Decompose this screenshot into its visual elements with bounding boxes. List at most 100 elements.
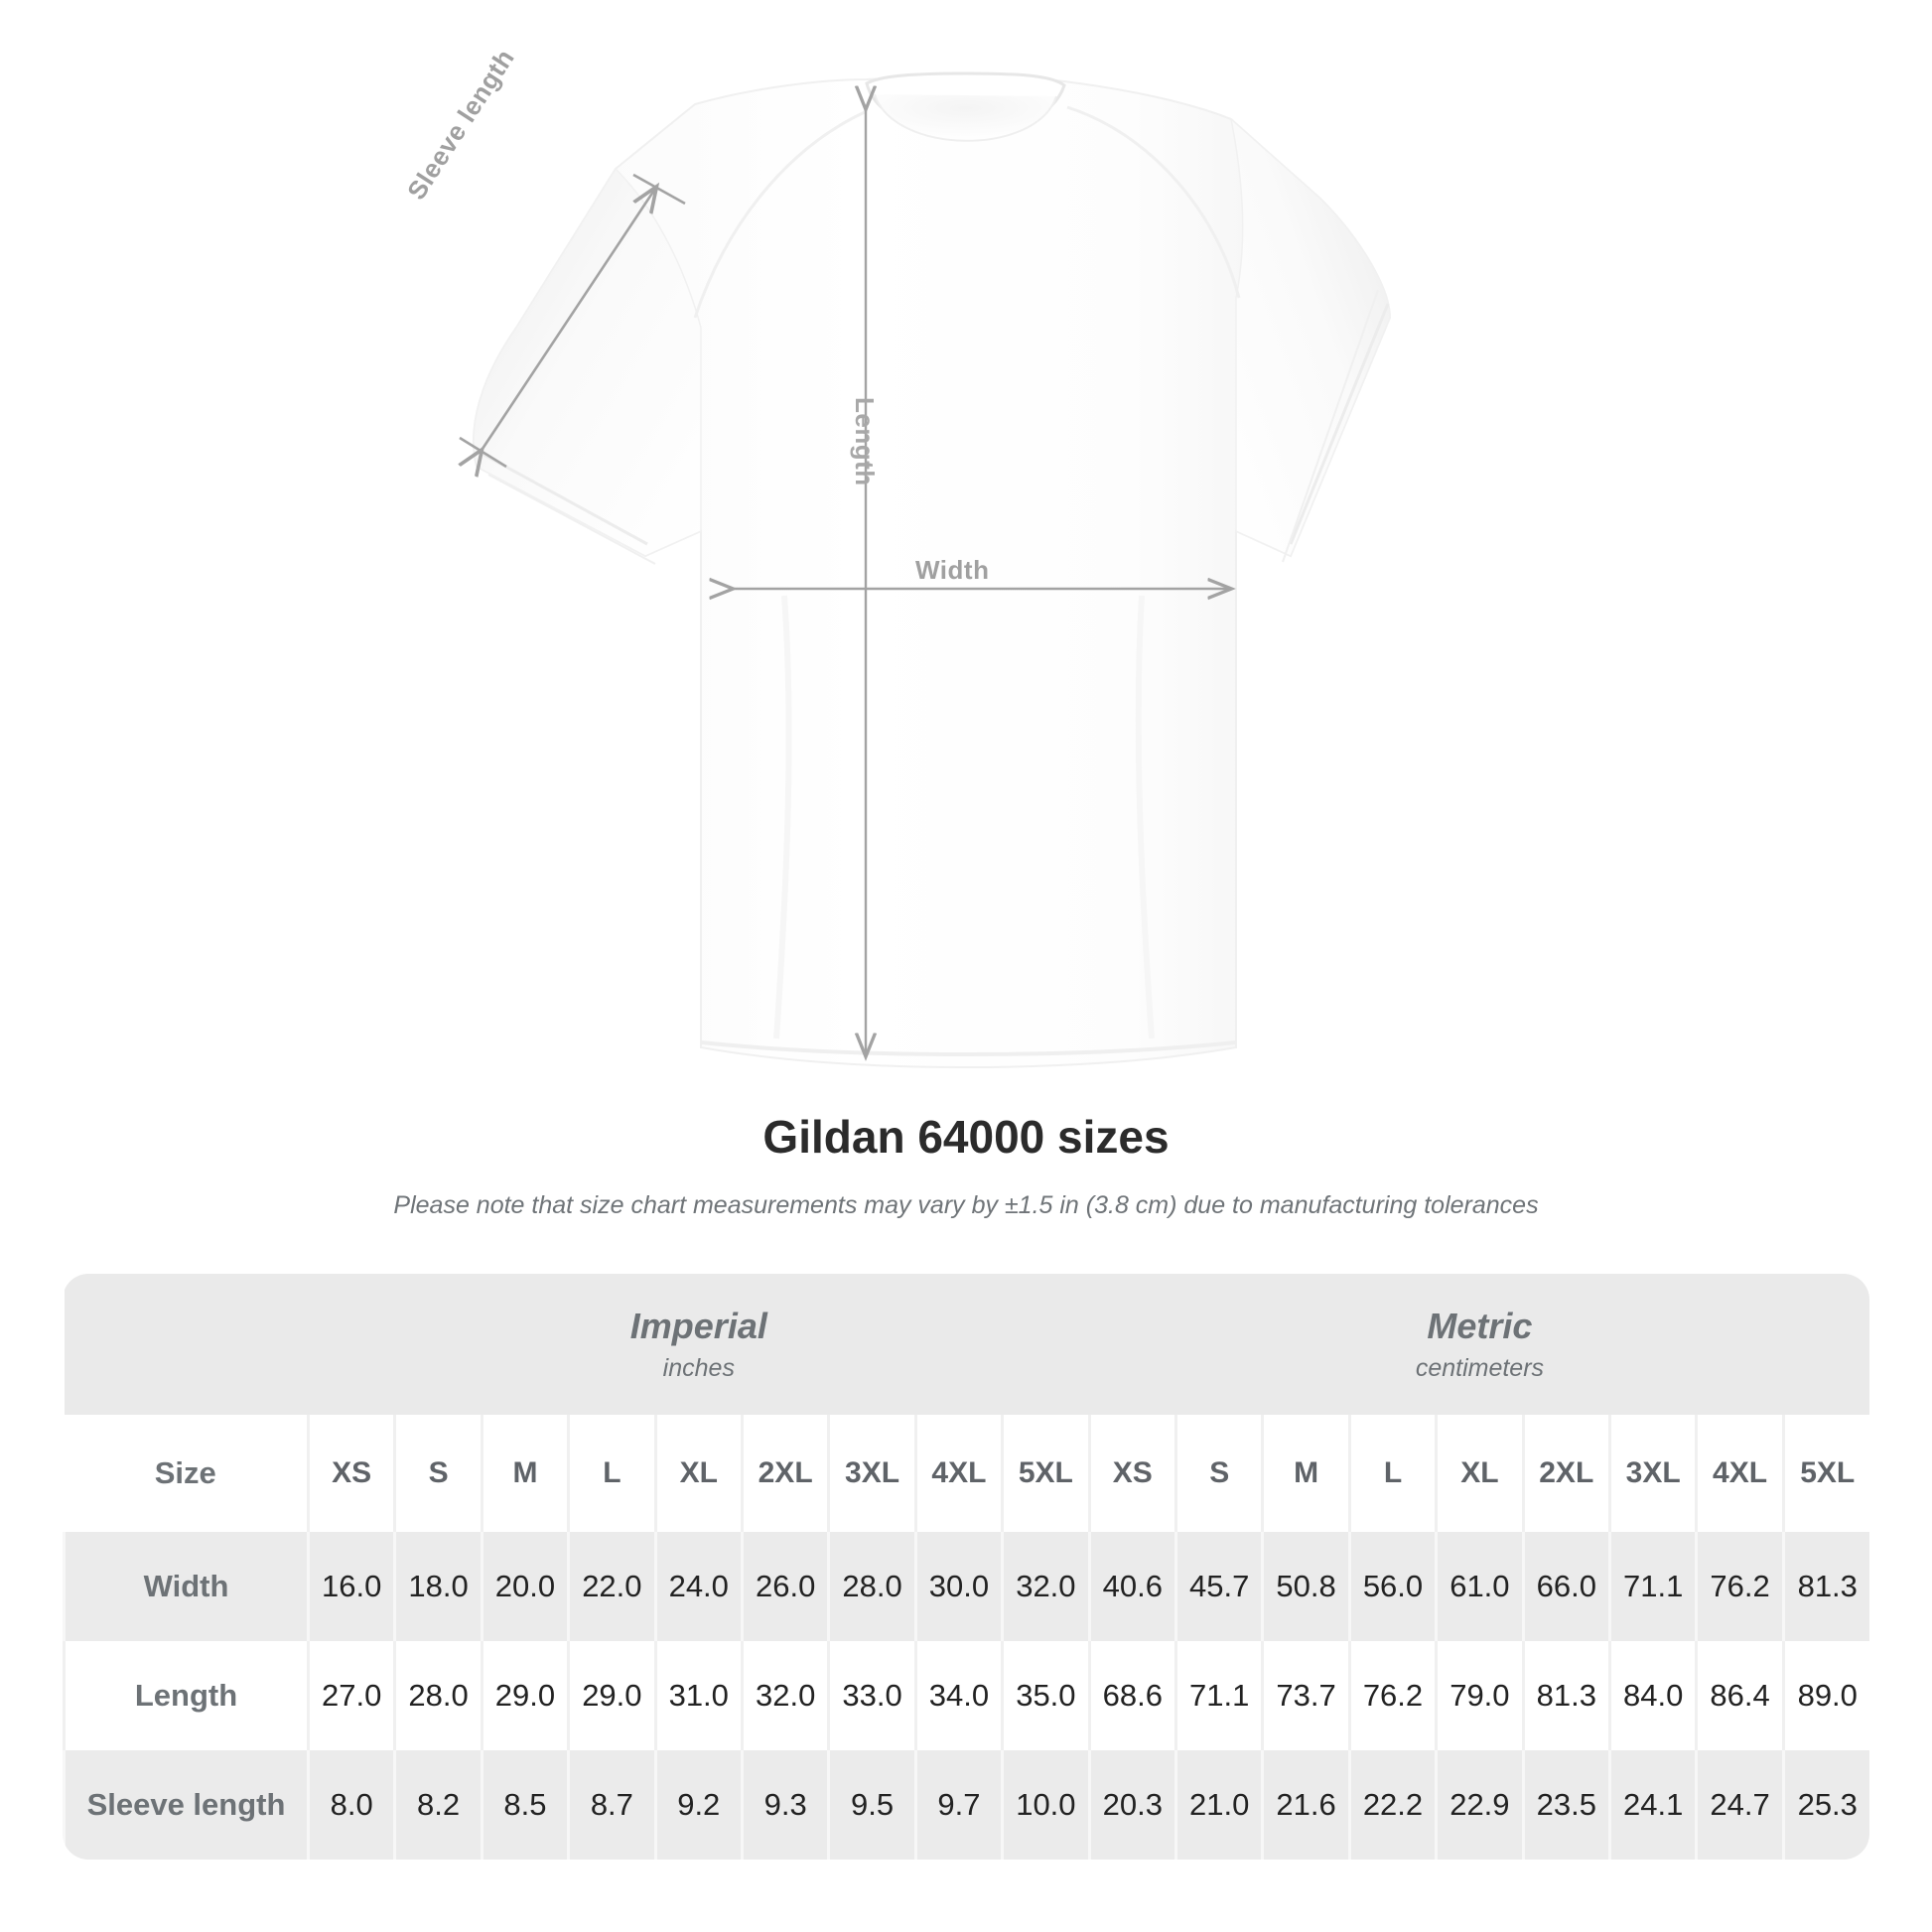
row-header-label: Length — [134, 1678, 238, 1713]
measurement-cell: 8.5 — [480, 1750, 569, 1860]
chart-header: Gildan 64000 sizes Please note that size… — [0, 1112, 1932, 1220]
measurement-value: 8.5 — [503, 1787, 547, 1822]
size-header-cell: XL — [653, 1415, 743, 1532]
tolerance-note: Please note that size chart measurements… — [393, 1190, 1539, 1219]
size-label: 3XL — [845, 1456, 900, 1489]
measurement-value: 28.0 — [842, 1569, 902, 1603]
size-label: 5XL — [1018, 1456, 1073, 1489]
size-label: L — [603, 1456, 621, 1489]
size-header-cell: M — [1261, 1415, 1350, 1532]
measurement-cell: 84.0 — [1607, 1641, 1697, 1750]
size-label: M — [512, 1456, 538, 1489]
measurement-cell: 32.0 — [1001, 1532, 1090, 1641]
measurement-value: 21.0 — [1189, 1787, 1250, 1822]
measurement-cell: 9.5 — [827, 1750, 916, 1860]
measurement-value: 23.5 — [1536, 1787, 1596, 1822]
size-label: XS — [332, 1456, 372, 1489]
measurement-value: 18.0 — [408, 1569, 469, 1603]
measurement-value: 10.0 — [1016, 1787, 1076, 1822]
measurement-value: 20.0 — [494, 1569, 556, 1603]
measurement-cell: 24.0 — [653, 1532, 743, 1641]
row-header-label: Sleeve length — [86, 1787, 286, 1822]
measurement-cell: 20.3 — [1087, 1750, 1176, 1860]
measurement-value: 76.2 — [1710, 1569, 1770, 1603]
measurement-cell: 18.0 — [393, 1532, 483, 1641]
measurement-cell: 40.6 — [1087, 1532, 1176, 1641]
size-header-cell: S — [1174, 1415, 1263, 1532]
measurement-value: 22.0 — [582, 1569, 642, 1603]
page-title: Gildan 64000 sizes — [762, 1111, 1170, 1163]
measurement-cell: 34.0 — [913, 1641, 1003, 1750]
measurement-cell: 73.7 — [1261, 1641, 1350, 1750]
measurement-cell: 26.0 — [740, 1532, 829, 1641]
measurement-cell: 66.0 — [1521, 1532, 1610, 1641]
measurement-value: 9.3 — [763, 1787, 807, 1822]
measurement-value: 9.7 — [937, 1787, 981, 1822]
measurement-cell: 10.0 — [1001, 1750, 1090, 1860]
unit-group-metric-name: Metric — [1427, 1305, 1533, 1346]
row-header: Width — [63, 1532, 309, 1641]
size-header-cell: XS — [306, 1415, 395, 1532]
measurement-value: 8.0 — [330, 1787, 373, 1822]
size-label: 4XL — [1713, 1456, 1768, 1489]
measurement-value: 24.1 — [1622, 1787, 1684, 1822]
measurement-cell: 71.1 — [1174, 1641, 1263, 1750]
measurement-cell: 76.2 — [1695, 1532, 1784, 1641]
table-row: Length 27.0 28.0 29.0 29.0 31.0 32.0 33.… — [63, 1641, 1869, 1750]
size-column-header: Size — [64, 1415, 309, 1532]
size-header-cell: 5XL — [1781, 1415, 1869, 1532]
measurement-cell: 35.0 — [1001, 1641, 1090, 1750]
row-header: Length — [63, 1641, 309, 1750]
measurement-cell: 9.3 — [740, 1750, 829, 1860]
measurement-value: 34.0 — [928, 1678, 990, 1713]
unit-group-imperial-sub: inches — [662, 1353, 735, 1382]
measurement-value: 89.0 — [1797, 1678, 1858, 1713]
measurement-cell: 29.0 — [567, 1641, 656, 1750]
size-header-cell: 2XL — [1521, 1415, 1610, 1532]
size-header-cell: L — [1347, 1415, 1437, 1532]
measurement-cell: 20.0 — [480, 1532, 569, 1641]
length-annotation-label: Length — [850, 397, 880, 486]
unit-group-imperial: Imperial inches — [308, 1274, 1090, 1415]
unit-group-imperial-name: Imperial — [629, 1305, 767, 1346]
measurement-value: 9.5 — [850, 1787, 895, 1822]
measurement-cell: 31.0 — [653, 1641, 743, 1750]
measurement-value: 81.3 — [1797, 1569, 1858, 1603]
measurement-value: 81.3 — [1536, 1678, 1596, 1713]
size-label: XL — [679, 1456, 718, 1489]
size-header-cell: 2XL — [740, 1415, 829, 1532]
size-header-cell: 3XL — [1607, 1415, 1697, 1532]
size-header-cell: 4XL — [1695, 1415, 1784, 1532]
size-label: 2XL — [758, 1456, 813, 1489]
size-label: 3XL — [1625, 1456, 1681, 1489]
measurement-value: 27.0 — [322, 1678, 382, 1713]
measurement-cell: 61.0 — [1435, 1532, 1524, 1641]
size-header-row: Size XS S M L XL 2XL 3XL 4XL 5XL XS S M … — [64, 1415, 1869, 1532]
measurement-value: 71.1 — [1189, 1678, 1250, 1713]
measurement-value: 8.7 — [590, 1787, 633, 1822]
size-label: L — [1383, 1456, 1403, 1489]
size-header-cell: M — [480, 1415, 569, 1532]
measurement-value: 68.6 — [1102, 1678, 1163, 1713]
measurement-cell: 33.0 — [827, 1641, 916, 1750]
measurement-value: 29.0 — [494, 1678, 556, 1713]
measurement-value: 61.0 — [1449, 1569, 1510, 1603]
measurement-cell: 89.0 — [1781, 1641, 1869, 1750]
measurement-cell: 32.0 — [740, 1641, 829, 1750]
size-label: M — [1294, 1456, 1319, 1489]
measurement-cell: 68.6 — [1087, 1641, 1176, 1750]
measurement-cell: 24.7 — [1695, 1750, 1784, 1860]
measurement-cell: 28.0 — [827, 1532, 916, 1641]
measurement-cell: 81.3 — [1781, 1532, 1869, 1641]
measurement-value: 21.6 — [1276, 1787, 1336, 1822]
size-header-cell: 3XL — [827, 1415, 916, 1532]
measurement-value: 22.9 — [1449, 1787, 1510, 1822]
size-label: 5XL — [1800, 1456, 1856, 1489]
row-header: Sleeve length — [63, 1750, 309, 1860]
size-label: 4XL — [931, 1456, 987, 1489]
size-header-cell: XS — [1087, 1415, 1176, 1532]
size-label: S — [428, 1456, 449, 1489]
size-header-cell: 4XL — [913, 1415, 1003, 1532]
size-chart-container: Imperial inches Metric centimeters Size … — [63, 1274, 1869, 1860]
measurement-cell: 27.0 — [306, 1641, 395, 1750]
